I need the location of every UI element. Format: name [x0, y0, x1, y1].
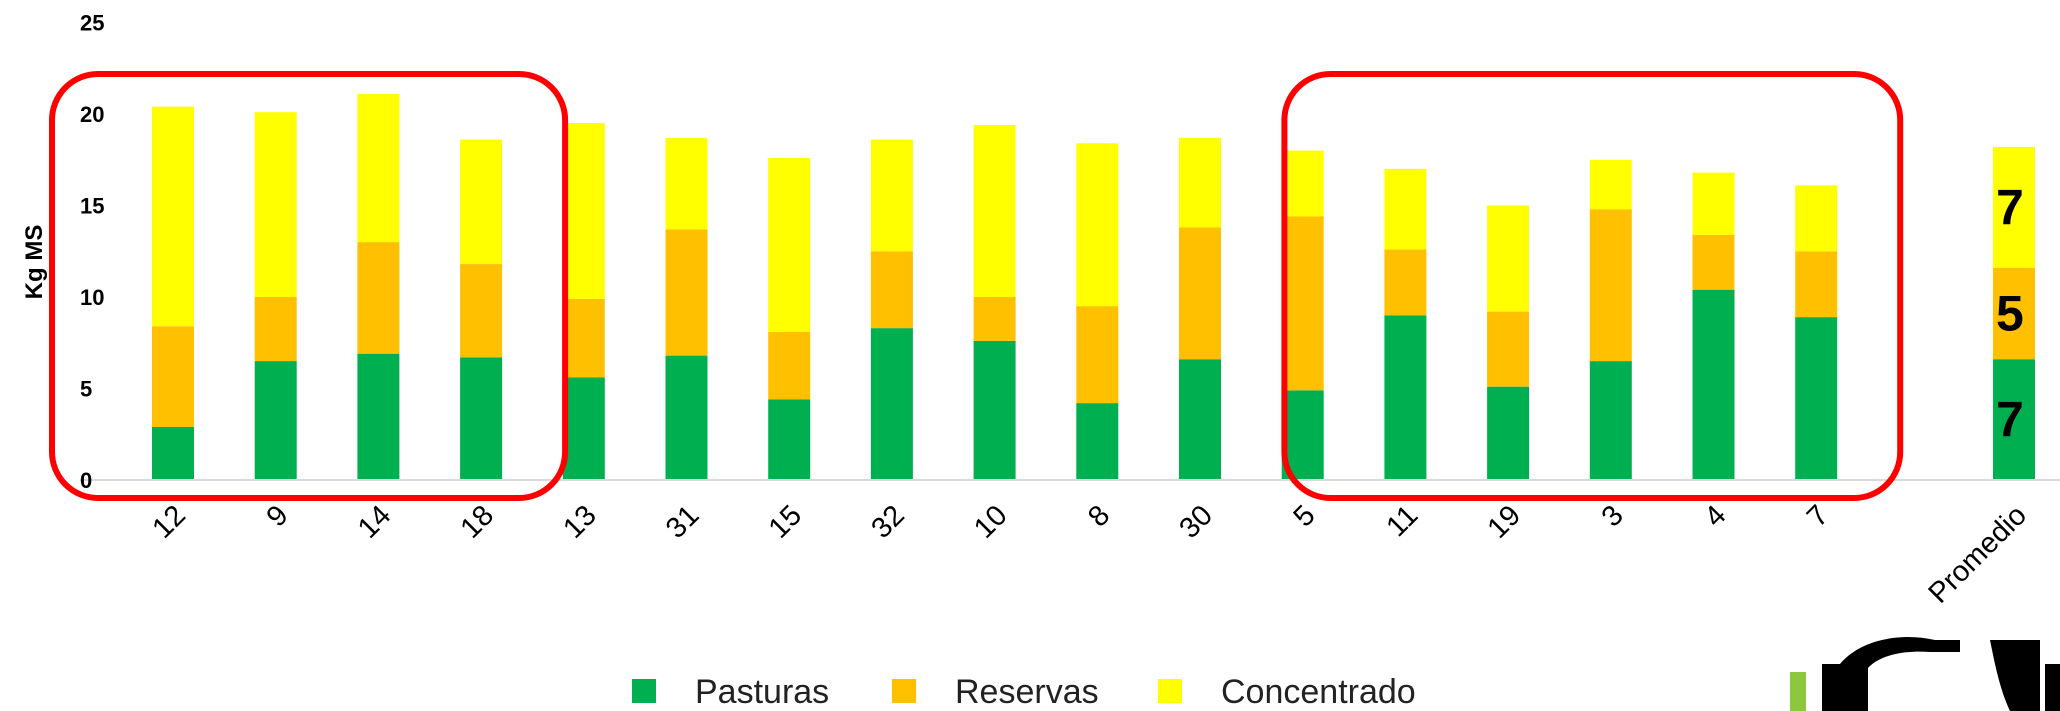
bar-reservas-9 [254, 297, 297, 361]
x-tick-14: 14 [352, 499, 397, 544]
x-tick-10: 10 [968, 499, 1013, 544]
bar-reservas-12 [152, 326, 194, 427]
x-tick-13: 13 [557, 499, 602, 544]
legend: Pasturas Reservas Concentrado [632, 673, 1416, 711]
bar-concentrado-31 [665, 137, 708, 230]
x-tick-labels: 12 9 14 18 13 31 15 32 10 8 30 5 11 19 3 4 7 Promedio [147, 499, 2033, 609]
bar-concentrado-10 [973, 125, 1016, 297]
avg-label-reservas: 5 [1996, 286, 2024, 342]
bar-concentrado-9 [254, 112, 297, 297]
average-value-labels: 7 5 7 [1996, 179, 2024, 447]
highlight-box-1 [49, 71, 569, 501]
bar-reservas-14 [357, 242, 400, 354]
x-tick-11: 11 [1380, 499, 1424, 543]
bar-pasturas-4 [1692, 289, 1735, 480]
bar-reservas-10 [973, 297, 1016, 341]
x-tick-4: 4 [1698, 499, 1732, 533]
bar-pasturas-8 [1076, 403, 1119, 480]
y-tick-labels: 0 5 10 15 20 25 [80, 11, 104, 494]
bar-concentrado-8 [1076, 143, 1119, 307]
logo [1790, 637, 2060, 711]
bar-concentrado-14 [357, 93, 400, 243]
x-tick-31: 31 [660, 499, 705, 544]
bar-concentrado-13 [562, 123, 605, 299]
y-tick-15: 15 [80, 194, 104, 219]
x-tick-19: 19 [1482, 499, 1527, 544]
bar-pasturas-7 [1795, 317, 1838, 480]
highlight-box-2 [1281, 71, 1904, 501]
x-tick-8: 8 [1082, 499, 1116, 533]
bar-reservas-7 [1795, 251, 1838, 318]
legend-label-pasturas: Pasturas [695, 673, 829, 711]
x-tick-15: 15 [763, 499, 808, 544]
legend-label-reservas: Reservas [955, 673, 1099, 711]
y-tick-10: 10 [80, 285, 104, 310]
bar-reservas-19 [1487, 311, 1530, 387]
avg-label-pasturas: 7 [1996, 392, 2024, 448]
y-tick-0: 0 [80, 468, 92, 493]
bar-pasturas-19 [1487, 386, 1530, 480]
bar-pasturas-12 [152, 426, 194, 480]
y-tick-20: 20 [80, 102, 104, 127]
x-tick-9: 9 [261, 499, 295, 533]
bar-concentrado-18 [460, 139, 503, 264]
legend-label-concentrado: Concentrado [1221, 673, 1416, 711]
bar-reservas-4 [1692, 234, 1735, 290]
bar-pasturas-30 [1179, 359, 1221, 480]
bar-concentrado-7 [1795, 185, 1838, 252]
x-tick-5: 5 [1288, 499, 1322, 533]
bar-concentrado-4 [1692, 172, 1735, 235]
bar-pasturas-31 [665, 355, 708, 480]
y-tick-5: 5 [80, 377, 92, 402]
x-tick-3: 3 [1596, 499, 1630, 533]
legend-swatch-reservas [892, 679, 916, 703]
bar-concentrado-12 [152, 106, 194, 327]
y-axis-label: Kg MS [21, 225, 48, 300]
bar-concentrado-3 [1589, 159, 1632, 210]
bar-concentrado-Promedio [1993, 146, 2035, 268]
bar-concentrado-30 [1179, 137, 1221, 228]
bar-reservas-13 [562, 298, 605, 378]
bar-pasturas-32 [870, 328, 913, 480]
bar-reservas-18 [460, 264, 503, 358]
x-tick-18: 18 [455, 499, 500, 544]
bar-concentrado-19 [1487, 205, 1530, 312]
bar-reservas-5 [1281, 216, 1324, 391]
bar-pasturas-13 [562, 377, 605, 480]
bar-pasturas-9 [254, 361, 297, 481]
bar-reservas-Promedio [1993, 267, 2035, 360]
legend-swatch-concentrado [1158, 679, 1182, 703]
avg-label-concentrado: 7 [1996, 179, 2024, 235]
bar-pasturas-14 [357, 353, 400, 480]
bar-pasturas-Promedio [1993, 359, 2035, 480]
bar-reservas-30 [1179, 227, 1221, 360]
bars-group [152, 93, 2035, 481]
x-tick-Promedio: Promedio [1923, 499, 2033, 609]
bar-concentrado-11 [1384, 168, 1427, 250]
bar-reservas-8 [1076, 306, 1119, 404]
x-tick-12: 12 [147, 499, 192, 544]
bar-reservas-31 [665, 229, 708, 356]
bar-pasturas-15 [768, 399, 811, 480]
bar-pasturas-18 [460, 357, 503, 480]
x-tick-32: 32 [865, 499, 910, 544]
bar-pasturas-11 [1384, 315, 1427, 480]
highlight-boxes [49, 71, 1904, 501]
y-tick-25: 25 [80, 11, 104, 36]
bar-reservas-3 [1589, 209, 1632, 362]
bar-reservas-11 [1384, 249, 1427, 316]
x-tick-7: 7 [1801, 499, 1835, 533]
bar-concentrado-32 [870, 139, 913, 252]
bar-pasturas-3 [1589, 361, 1632, 481]
x-tick-30: 30 [1174, 499, 1219, 544]
bar-reservas-15 [768, 331, 811, 400]
bar-concentrado-5 [1281, 150, 1324, 217]
bar-reservas-32 [870, 251, 913, 329]
legend-swatch-pasturas [632, 679, 656, 703]
bar-concentrado-15 [768, 157, 811, 332]
bar-pasturas-10 [973, 340, 1016, 480]
